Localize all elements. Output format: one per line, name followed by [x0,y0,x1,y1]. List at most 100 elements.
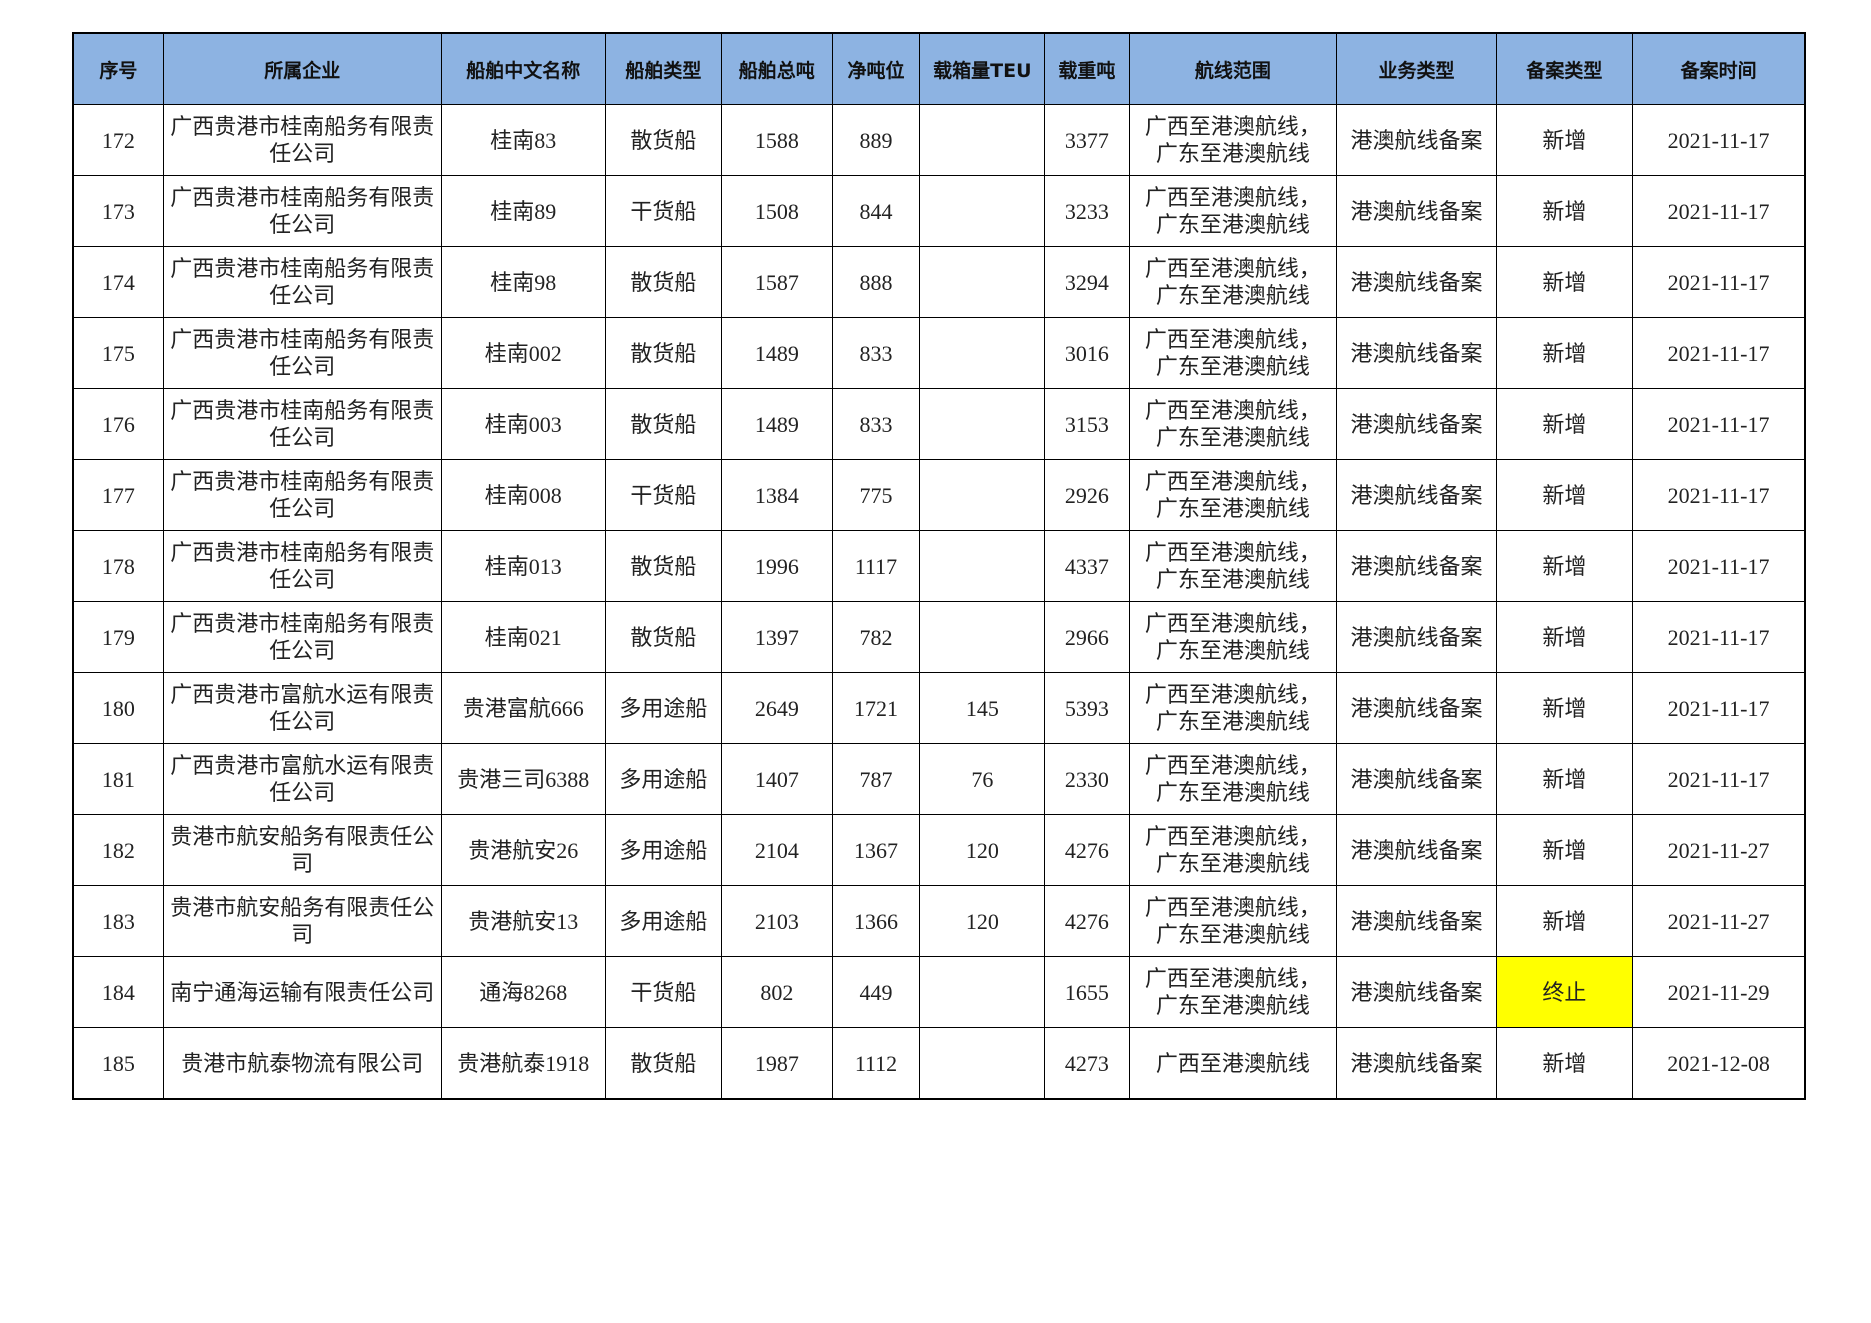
cell-teu-capacity [919,1027,1046,1100]
cell-ship-type: 干货船 [604,175,723,247]
cell-route-scope: 广西至港澳航线，广东至港澳航线 [1128,885,1338,957]
cell-filing-date: 2021-11-17 [1632,175,1806,247]
table-row: 182 贵港市航安船务有限责任公司 贵港航安26 多用途船 2104 1367 120 427… [72,814,1806,886]
cell-ship-type: 散货船 [604,530,723,602]
header-ship-type: 船舶类型 [604,32,723,105]
cell-business-type: 港澳航线备案 [1336,317,1497,389]
table-row: 172 广西贵港市桂南船务有限责任公司 桂南83 散货船 1588 889 3377 广西至港… [72,104,1806,176]
cell-row-number: 175 [72,317,164,389]
cell-company: 广西贵港市桂南船务有限责任公司 [162,601,442,673]
cell-row-number: 185 [72,1027,164,1100]
cell-teu-capacity [919,459,1046,531]
cell-net-tonnage: 833 [831,388,921,460]
cell-ship-name: 桂南008 [440,459,606,531]
cell-company: 广西贵港市桂南船务有限责任公司 [162,388,442,460]
cell-ship-name: 桂南002 [440,317,606,389]
cell-row-number: 172 [72,104,164,176]
cell-teu-capacity: 76 [919,743,1046,815]
cell-gross-tonnage: 1397 [721,601,833,673]
cell-filing-date: 2021-11-29 [1632,956,1806,1028]
table-row: 174 广西贵港市桂南船务有限责任公司 桂南98 散货船 1587 888 3294 广西至港… [72,246,1806,318]
cell-filing-date: 2021-11-17 [1632,743,1806,815]
cell-filing-date: 2021-11-17 [1632,104,1806,176]
header-gross-tonnage: 船舶总吨 [721,32,833,105]
cell-filing-type: 新增 [1495,388,1634,460]
cell-deadweight: 3294 [1044,246,1130,318]
cell-teu-capacity [919,601,1046,673]
cell-route-scope: 广西至港澳航线 [1128,1027,1338,1100]
header-row: 序号 所属企业 船舶中文名称 船舶类型 船舶总吨 净吨位 载箱量TEU 载重吨 航线范围 业务类型… [72,32,1806,105]
cell-ship-name: 桂南013 [440,530,606,602]
cell-company: 广西贵港市桂南船务有限责任公司 [162,459,442,531]
table-row: 175 广西贵港市桂南船务有限责任公司 桂南002 散货船 1489 833 3016 广西至… [72,317,1806,389]
cell-filing-date: 2021-11-27 [1632,885,1806,957]
cell-business-type: 港澳航线备案 [1336,388,1497,460]
table-row: 173 广西贵港市桂南船务有限责任公司 桂南89 干货船 1508 844 3233 广西至港… [72,175,1806,247]
cell-gross-tonnage: 2649 [721,672,833,744]
cell-route-scope: 广西至港澳航线，广东至港澳航线 [1128,743,1338,815]
cell-route-scope: 广西至港澳航线，广东至港澳航线 [1128,317,1338,389]
cell-filing-type: 新增 [1495,459,1634,531]
header-row-number: 序号 [72,32,164,105]
table-row: 177 广西贵港市桂南船务有限责任公司 桂南008 干货船 1384 775 2926 广西至… [72,459,1806,531]
cell-row-number: 177 [72,459,164,531]
cell-filing-type: 新增 [1495,601,1634,673]
cell-net-tonnage: 1366 [831,885,921,957]
cell-filing-date: 2021-11-17 [1632,530,1806,602]
cell-deadweight: 2330 [1044,743,1130,815]
cell-deadweight: 4276 [1044,885,1130,957]
cell-filing-type: 新增 [1495,672,1634,744]
cell-net-tonnage: 844 [831,175,921,247]
cell-filing-date: 2021-11-27 [1632,814,1806,886]
cell-deadweight: 4337 [1044,530,1130,602]
cell-filing-type: 新增 [1495,317,1634,389]
cell-deadweight: 1655 [1044,956,1130,1028]
cell-net-tonnage: 889 [831,104,921,176]
cell-company: 广西贵港市富航水运有限责任公司 [162,672,442,744]
cell-gross-tonnage: 1384 [721,459,833,531]
cell-filing-date: 2021-11-17 [1632,459,1806,531]
cell-ship-name: 桂南89 [440,175,606,247]
cell-route-scope: 广西至港澳航线，广东至港澳航线 [1128,601,1338,673]
cell-row-number: 180 [72,672,164,744]
cell-ship-type: 散货船 [604,388,723,460]
cell-net-tonnage: 888 [831,246,921,318]
cell-filing-type: 新增 [1495,1027,1634,1100]
cell-ship-type: 散货船 [604,1027,723,1100]
cell-deadweight: 3153 [1044,388,1130,460]
cell-ship-type: 散货船 [604,317,723,389]
cell-row-number: 183 [72,885,164,957]
cell-company: 广西贵港市桂南船务有限责任公司 [162,246,442,318]
cell-route-scope: 广西至港澳航线，广东至港澳航线 [1128,814,1338,886]
header-deadweight: 载重吨 [1044,32,1130,105]
cell-ship-type: 散货船 [604,246,723,318]
cell-route-scope: 广西至港澳航线，广东至港澳航线 [1128,956,1338,1028]
header-net-tonnage: 净吨位 [831,32,921,105]
cell-row-number: 184 [72,956,164,1028]
cell-teu-capacity [919,388,1046,460]
cell-filing-date: 2021-11-17 [1632,601,1806,673]
cell-ship-name: 通海8268 [440,956,606,1028]
cell-ship-name: 桂南83 [440,104,606,176]
cell-filing-type: 新增 [1495,175,1634,247]
cell-net-tonnage: 833 [831,317,921,389]
cell-filing-type: 新增 [1495,104,1634,176]
cell-net-tonnage: 782 [831,601,921,673]
header-teu-capacity: 载箱量TEU [919,32,1046,105]
cell-ship-name: 桂南003 [440,388,606,460]
cell-ship-type: 多用途船 [604,885,723,957]
cell-gross-tonnage: 2104 [721,814,833,886]
cell-route-scope: 广西至港澳航线，广东至港澳航线 [1128,175,1338,247]
cell-deadweight: 2926 [1044,459,1130,531]
header-route-scope: 航线范围 [1128,32,1338,105]
cell-company: 广西贵港市桂南船务有限责任公司 [162,530,442,602]
cell-company: 贵港市航泰物流有限公司 [162,1027,442,1100]
cell-business-type: 港澳航线备案 [1336,956,1497,1028]
cell-gross-tonnage: 802 [721,956,833,1028]
cell-gross-tonnage: 1489 [721,388,833,460]
cell-row-number: 176 [72,388,164,460]
cell-filing-type: 新增 [1495,246,1634,318]
cell-route-scope: 广西至港澳航线，广东至港澳航线 [1128,388,1338,460]
cell-teu-capacity [919,530,1046,602]
cell-teu-capacity: 120 [919,814,1046,886]
